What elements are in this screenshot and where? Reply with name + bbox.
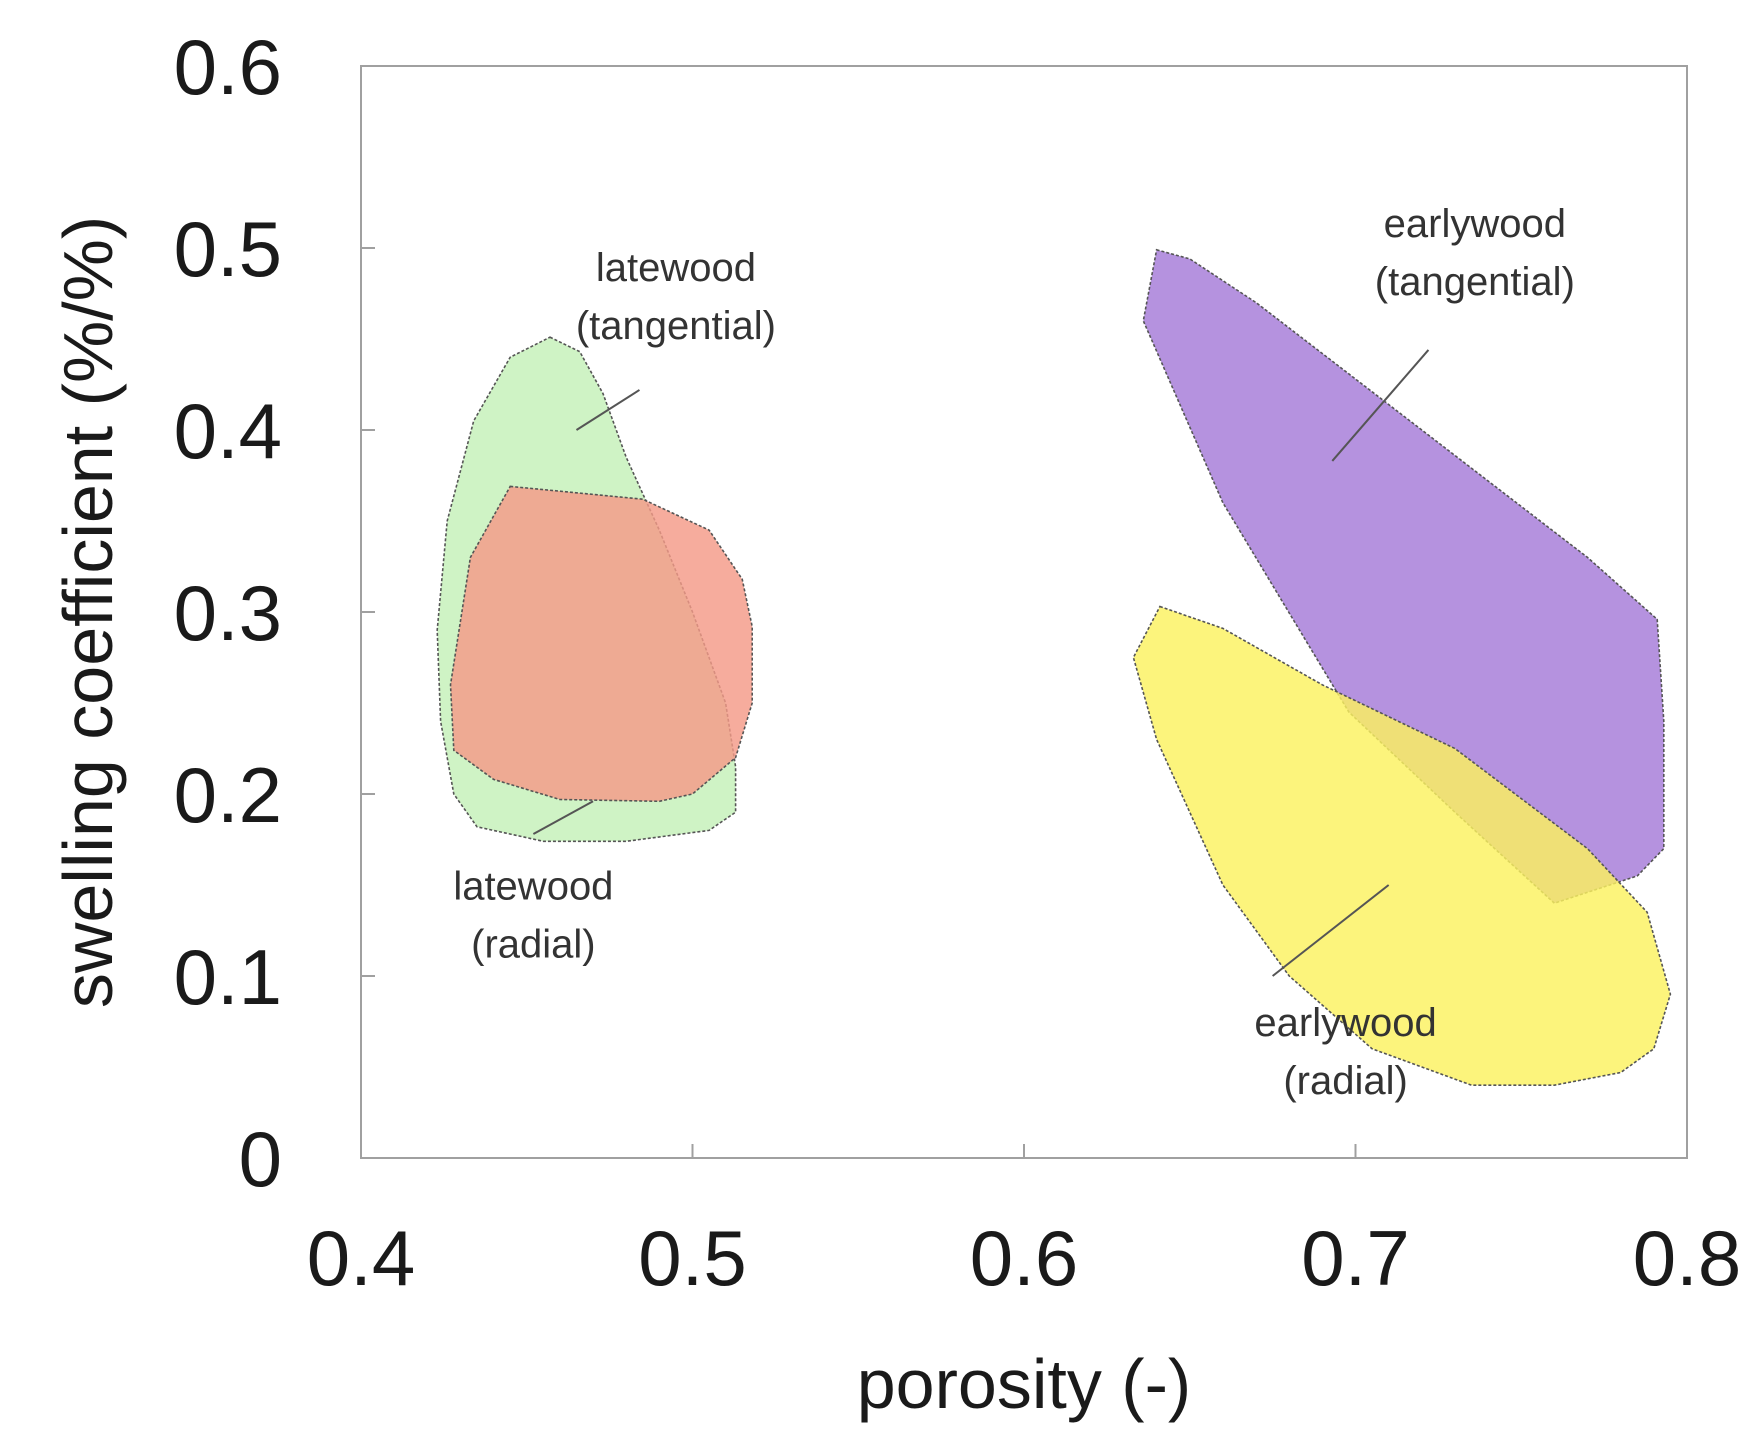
x-axis-title: porosity (-) xyxy=(857,1345,1191,1423)
leader-line-earlywood-tangential xyxy=(1331,349,1430,462)
x-tick-label: 0.4 xyxy=(307,1214,415,1302)
x-tick-label: 0.5 xyxy=(638,1214,746,1302)
y-tick-label: 0.3 xyxy=(174,569,282,657)
y-tick-label: 0 xyxy=(239,1115,282,1203)
region-label-earlywood-tangential: earlywood (tangential) xyxy=(1375,202,1575,304)
region-earlywood-tangential xyxy=(1142,248,1665,905)
y-tick-label: 0.1 xyxy=(174,933,282,1021)
region-label-latewood-radial: latewood (radial) xyxy=(453,865,613,967)
leader-line-latewood-radial xyxy=(532,800,594,835)
leader-line-layer xyxy=(532,349,1430,977)
x-tick-label: 0.6 xyxy=(970,1214,1078,1302)
region-label-earlywood-radial: earlywood (radial) xyxy=(1254,1001,1436,1103)
region-latewood-radial xyxy=(449,485,753,803)
y-tick-label: 0.2 xyxy=(174,751,282,839)
leader-line-earlywood-radial xyxy=(1272,884,1390,977)
region-layer xyxy=(436,248,1672,1086)
tick-layer: 0.4 0.5 0.6 0.7 0.8 0 0.1 0.2 0.3 0.4 0.5 0.6 xyxy=(174,23,1742,1302)
y-tick-label: 0.4 xyxy=(174,387,282,475)
region-label-layer: latewood (tangential) latewood (radial) earl… xyxy=(453,202,1575,1103)
x-tick-label: 0.8 xyxy=(1633,1214,1741,1302)
y-tick-label: 0.5 xyxy=(174,205,282,293)
region-label-latewood-tangential: latewood (tangential) xyxy=(576,246,776,348)
leader-line-latewood-tangential xyxy=(575,389,640,431)
x-tick-label: 0.7 xyxy=(1301,1214,1409,1302)
y-tick-label: 0.6 xyxy=(174,23,282,111)
y-axis-title: swelling coefficient (%/%) xyxy=(49,216,127,1008)
region-earlywood-radial xyxy=(1132,605,1672,1086)
